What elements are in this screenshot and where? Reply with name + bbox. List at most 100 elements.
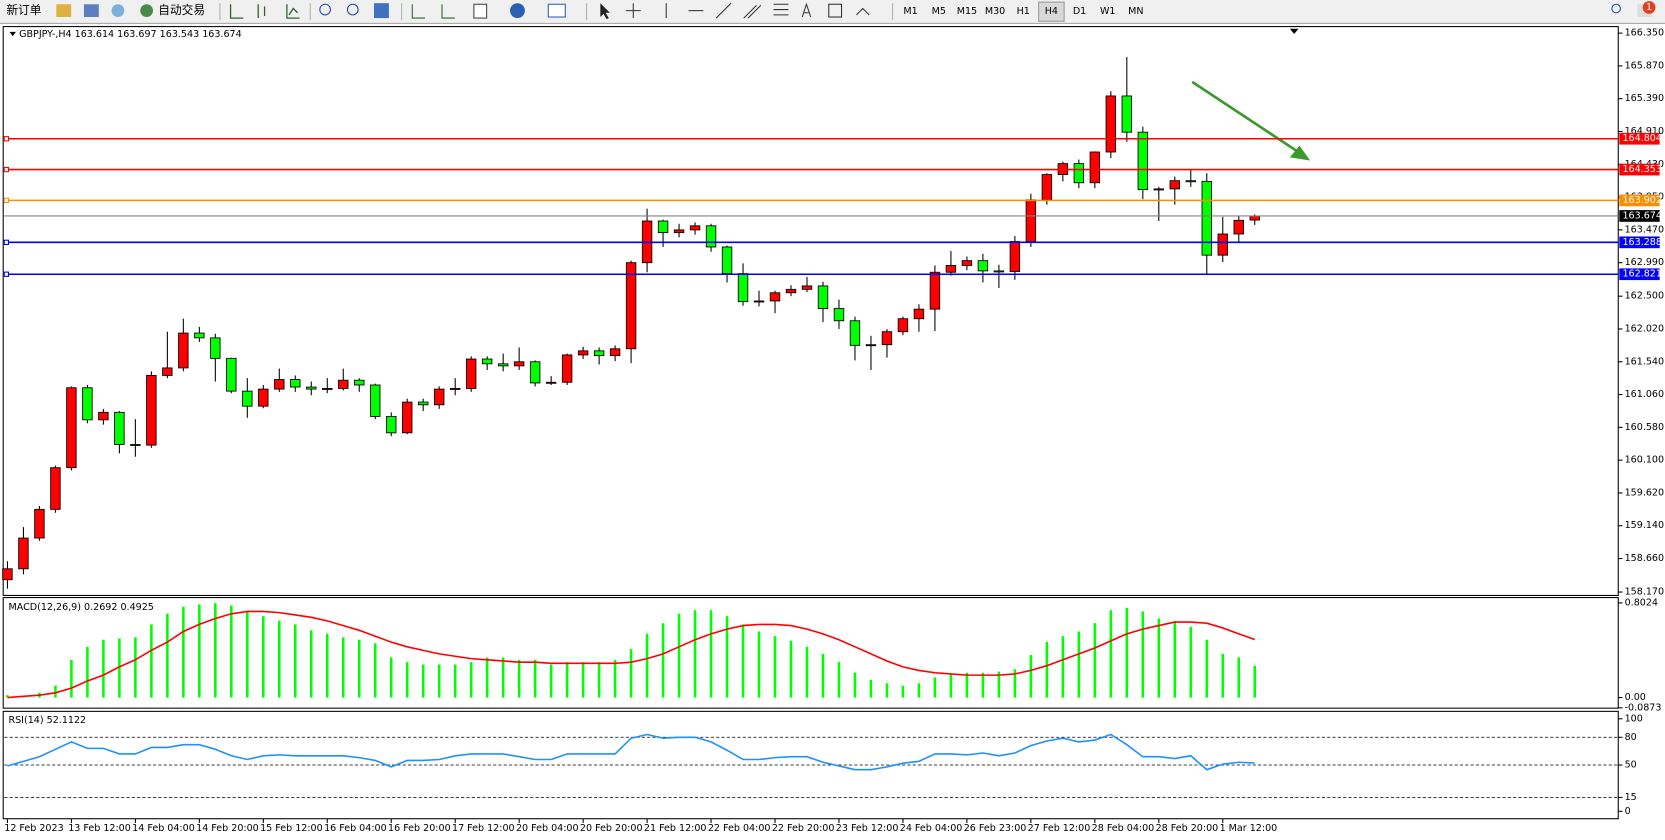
channel[interactable] [743, 4, 762, 19]
bar-chart-icon[interactable] [229, 4, 244, 19]
candle-body [929, 271, 941, 310]
macd-bar [341, 637, 345, 698]
templates[interactable] [547, 3, 566, 18]
candle-body [418, 401, 429, 406]
macd-bar [677, 613, 681, 698]
periods[interactable] [510, 3, 525, 19]
candle-body [657, 220, 669, 234]
timeframe-button[interactable]: M30 [985, 6, 1005, 17]
macd-bar [1173, 620, 1177, 698]
timeframe-button[interactable]: W1 [1100, 6, 1116, 17]
macd-bar [437, 664, 441, 698]
timeframe-button[interactable]: D1 [1073, 6, 1086, 17]
level-handle [3, 136, 10, 142]
candle-body [226, 357, 237, 392]
y-tick-label: 158.660 [1625, 553, 1664, 564]
icon[interactable] [56, 4, 72, 18]
crosshair[interactable] [625, 3, 641, 19]
macd-bar [629, 649, 633, 698]
y-tick-label: 50 [1625, 760, 1637, 771]
macd-bar [533, 659, 537, 698]
toolbar: 新订单 自动交易 M1 M5 M15 M30 H1 H4 D1 W [0, 0, 1665, 24]
panel-marker [9, 31, 16, 37]
macd-bar [453, 664, 457, 698]
timeframe-button[interactable]: M15 [957, 6, 977, 17]
timeframe-button[interactable]: H1 [1017, 6, 1030, 17]
timeframe-button[interactable]: M1 [903, 6, 917, 17]
candle-body [1041, 174, 1053, 201]
cursor[interactable] [600, 3, 610, 20]
scroll-icon[interactable] [411, 4, 426, 19]
macd-header: MACD(12,26,9) 0.2692 0.4925 [9, 602, 154, 613]
trendline[interactable] [715, 2, 732, 19]
level-handle [3, 166, 10, 173]
price-label: 164.353 [1622, 164, 1661, 175]
candle-body [338, 379, 349, 389]
candle-body [18, 537, 29, 570]
x-tick-label: 16 Feb 20:00 [388, 823, 451, 834]
candle-body [146, 375, 157, 446]
icon[interactable] [83, 4, 99, 18]
arrow-head [1289, 145, 1311, 161]
macd-bar [661, 623, 665, 698]
timeframe-button[interactable]: M5 [932, 6, 946, 17]
macd-bar [821, 653, 825, 698]
candle-body [162, 367, 173, 376]
shift-icon[interactable] [441, 4, 455, 19]
icon[interactable] [111, 4, 125, 18]
zoom-out[interactable] [346, 3, 359, 16]
new-order-button[interactable]: 新订单 [6, 3, 41, 17]
macd-bar [86, 646, 89, 698]
x-tick-label: 14 Feb 20:00 [196, 823, 259, 834]
line-icon[interactable] [286, 4, 300, 19]
candle-body [593, 350, 605, 357]
macd-bar [549, 664, 553, 698]
label-tool[interactable] [828, 3, 843, 18]
tile[interactable] [374, 3, 389, 19]
macd-bar [1157, 618, 1161, 698]
macd-bar [150, 624, 153, 698]
timeframe-button[interactable]: MN [1128, 6, 1143, 17]
x-tick-label: 22 Feb 20:00 [772, 823, 835, 834]
active-timeframe [1038, 1, 1065, 22]
y-tick-label: 161.060 [1625, 389, 1664, 400]
macd-bar [230, 605, 233, 698]
timeframe-button[interactable]: H4 [1045, 6, 1058, 17]
x-tick-label: 27 Feb 12:00 [1028, 823, 1091, 834]
y-tick-label: 166.350 [1625, 28, 1664, 39]
ohlc-close: 163.674 [202, 29, 241, 40]
candle-icon[interactable] [257, 4, 266, 19]
fibo[interactable] [773, 3, 789, 16]
x-tick-label: 28 Feb 04:00 [1092, 823, 1155, 834]
price-label: 163.902 [1622, 195, 1661, 206]
candle-body [210, 337, 221, 359]
macd-bar [645, 633, 649, 698]
indicators[interactable] [473, 3, 488, 19]
macd-bar [6, 695, 9, 698]
macd-bar [469, 662, 473, 698]
zoom-in[interactable] [319, 3, 331, 16]
candle-body [1073, 163, 1085, 184]
macd-bar [309, 630, 313, 698]
candle-body [50, 467, 61, 510]
candle-body [1233, 219, 1244, 235]
macd-bar [1125, 607, 1129, 698]
candle-body [977, 260, 989, 272]
macd-bar [294, 624, 297, 698]
macd-bar [1109, 610, 1113, 698]
signal-value: 0.4925 [120, 602, 153, 613]
auto-trading-button[interactable]: 自动交易 [158, 3, 205, 17]
icon[interactable] [140, 4, 154, 18]
candle-body [513, 361, 525, 367]
macd-bar [1013, 669, 1017, 698]
macd-bar [102, 639, 105, 698]
arrows[interactable] [856, 7, 870, 16]
text-tool[interactable] [801, 2, 812, 18]
candle-body [993, 270, 1005, 273]
search[interactable] [1611, 3, 1621, 14]
macd-bar [869, 679, 873, 698]
x-tick-label: 12 Feb 2023 [4, 823, 63, 834]
macd-bar [1205, 639, 1209, 698]
shift-marker [1289, 28, 1299, 35]
